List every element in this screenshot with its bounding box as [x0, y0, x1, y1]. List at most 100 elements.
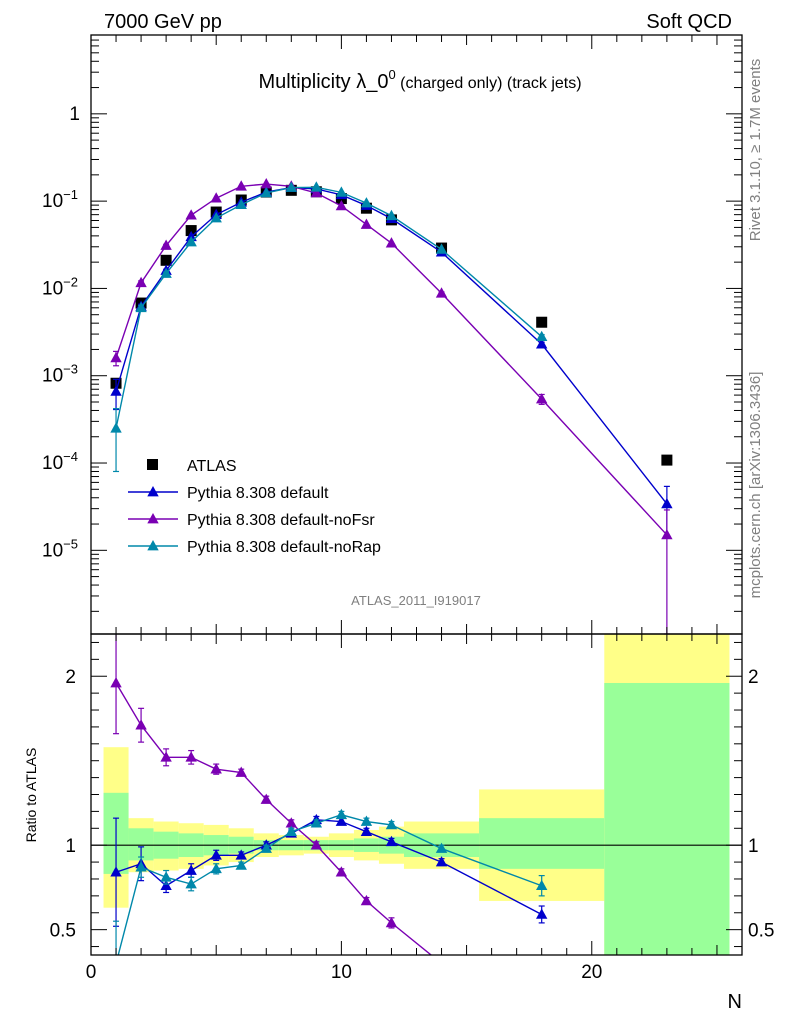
ratio-point-noRap [210, 862, 222, 874]
series-point-noRap [310, 181, 323, 192]
legend-item-atlas: ATLAS [147, 458, 237, 475]
ratio-point-noRap [235, 859, 247, 870]
ratio-y-tick-label-right: 1 [748, 836, 759, 857]
ratio-y-tick-label-right: 2 [748, 667, 759, 688]
ratio-point-noRap [285, 825, 298, 836]
series-point-noFsr [385, 237, 398, 248]
series-point-noRap [235, 198, 247, 210]
x-tick-label: 10 [331, 962, 352, 983]
x-axis-label: N [728, 991, 742, 1013]
series-point-noFsr [335, 199, 348, 211]
ratio-line-noRap [117, 814, 542, 955]
series-atlas [110, 184, 673, 466]
chart-title: Multiplicity λ_00 (charged only) (track … [258, 67, 581, 93]
atlas-point [160, 254, 172, 266]
ratio-point-noFsr [185, 751, 197, 762]
atlas-point [661, 454, 673, 466]
ratio-point-noFsr [385, 916, 398, 928]
series-point-noFsr [235, 180, 247, 191]
chart-title-superscript: 0 [388, 67, 395, 82]
series-point-noRap [160, 267, 172, 278]
y-tick-label: 10−1 [42, 187, 78, 212]
ratio-uncertainty-bands [91, 634, 742, 955]
band-green [604, 682, 730, 955]
ratio-point-default [335, 815, 348, 826]
analysis-tag: ATLAS_2011_I919017 [351, 593, 481, 608]
ratio-y-axis-label: Ratio to ATLAS [23, 748, 39, 843]
series-point-noFsr [160, 239, 172, 250]
legend-label: Pythia 8.308 default [187, 485, 329, 502]
series-point-noFsr [110, 351, 122, 363]
series-point-noRap [360, 197, 373, 208]
rivet-version-label: Rivet 3.1.10, ≥ 1.7M events [747, 59, 764, 242]
y-tick-label: 10−3 [42, 362, 78, 387]
ratio-point-noRap [310, 817, 323, 828]
header-right-label: Soft QCD [646, 11, 732, 33]
ratio-line-default [115, 819, 543, 916]
atlas-point [536, 316, 548, 328]
series-point-noRap [110, 422, 122, 433]
series-point-default [661, 497, 673, 509]
ratio-point-default [235, 849, 247, 860]
ratio-point-default [535, 908, 548, 919]
ratio-point-default [185, 864, 197, 875]
series-point-noRap [185, 236, 197, 247]
series-point-default [535, 338, 548, 349]
ratio-point-noFsr [310, 839, 323, 850]
ratio-y-tick-label-left: 2 [65, 667, 76, 688]
ratio-series-noFsr [110, 634, 433, 955]
legend-item-default: Pythia 8.308 default [128, 485, 329, 502]
ratio-series-clipped [110, 634, 548, 955]
series-point-noFsr [661, 528, 673, 540]
mcplots-label: mcplots.cern.ch [arXiv:1306.3436] [747, 372, 764, 599]
ratio-y-tick-label-left: 0.5 [50, 921, 76, 942]
ratio-point-noRap [260, 842, 272, 853]
series-noRap [110, 181, 548, 473]
header-left-label: 7000 GeV pp [104, 11, 222, 33]
series-point-noFsr [360, 218, 373, 229]
main-panel-series [110, 178, 673, 635]
ratio-point-default [210, 849, 222, 860]
series-point-noFsr [260, 178, 272, 189]
ratio-point-noRap [135, 861, 147, 872]
ratio-point-noRap [185, 878, 197, 889]
legend-label: Pythia 8.308 default-noRap [187, 539, 381, 556]
ratio-point-noFsr [160, 751, 172, 762]
legend-marker-triangle [147, 486, 159, 497]
series-point-noRap [210, 212, 222, 223]
ratio-point-noRap [160, 871, 172, 882]
legend-marker-triangle [147, 513, 159, 524]
legend-label: ATLAS [187, 458, 237, 475]
legend: ATLAS Pythia 8.308 default Pythia 8.308 de… [128, 458, 381, 556]
legend-marker-triangle [147, 540, 159, 551]
ratio-point-noFsr [360, 894, 373, 906]
series-line-noFsr [115, 183, 668, 536]
ratio-point-noRap [360, 815, 373, 826]
legend-item-noFsr: Pythia 8.308 default-noFsr [128, 512, 375, 529]
ratio-series-noRap [113, 808, 548, 955]
series-point-noRap [135, 301, 147, 313]
x-tick-label: 0 [86, 962, 97, 983]
ratio-point-default [385, 835, 398, 847]
ratio-point-noFsr [110, 676, 122, 688]
ratio-panel-series [110, 634, 548, 955]
chart-title-rest: (charged only) (track jets) [396, 75, 582, 92]
y-tick-label: 10−5 [42, 536, 78, 561]
ratio-y-tick-label-left: 1 [65, 836, 76, 857]
series-point-noFsr [185, 209, 197, 220]
atlas-point [185, 225, 197, 237]
series-point-noFsr [535, 393, 548, 404]
axis-ticks [90, 34, 743, 955]
legend-item-noRap: Pythia 8.308 default-noRap [128, 539, 381, 556]
series-point-noFsr [435, 287, 448, 298]
series-point-noRap [435, 243, 448, 254]
legend-marker-square [147, 459, 158, 470]
ratio-point-noFsr [260, 793, 272, 804]
y-tick-label: 1 [69, 104, 80, 125]
ratio-point-default [110, 866, 122, 877]
series-point-noFsr [210, 192, 222, 203]
ratio-point-noRap [535, 879, 548, 891]
chart-title-main: Multiplicity λ_0 [258, 71, 388, 93]
ratio-point-noRap [435, 842, 448, 853]
